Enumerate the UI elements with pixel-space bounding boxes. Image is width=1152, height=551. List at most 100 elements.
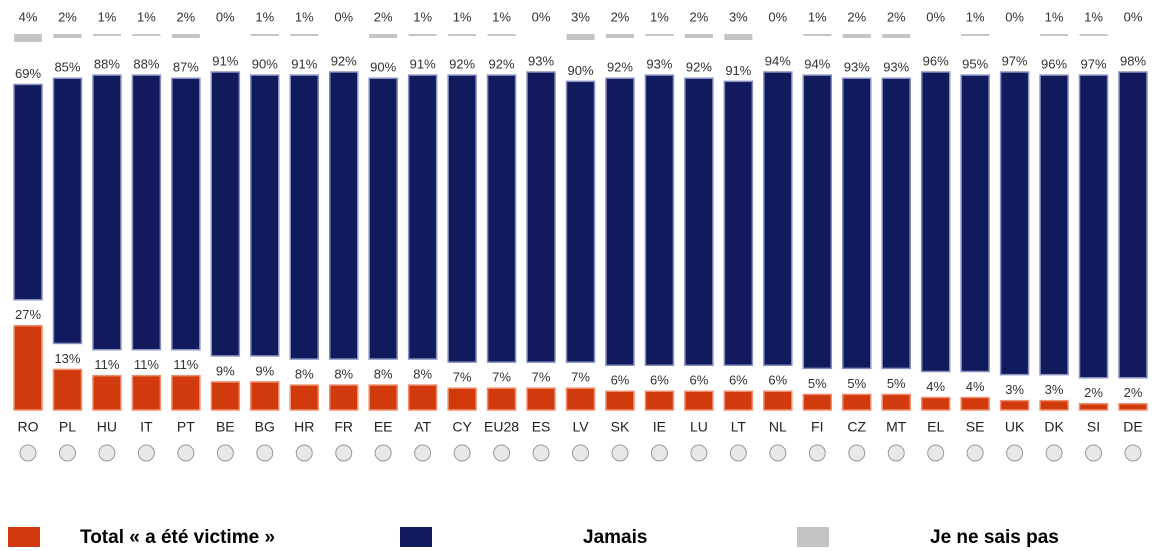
flag-icon (966, 444, 984, 462)
legend-swatch (400, 527, 432, 547)
x-tick-label: DE (1123, 419, 1142, 435)
flag-icon (295, 444, 313, 462)
value-label: 1% (808, 9, 827, 24)
value-label: 13% (54, 351, 80, 366)
flag-icon (19, 444, 37, 462)
value-label: 92% (331, 53, 357, 68)
value-label: 6% (768, 373, 787, 388)
flag-icon (769, 444, 787, 462)
flag-icon (335, 444, 353, 462)
bar (250, 381, 280, 411)
bar (171, 374, 201, 411)
bar (408, 34, 437, 36)
value-label: 97% (1081, 57, 1107, 72)
x-tick-label: AT (414, 419, 431, 435)
value-label: 0% (334, 9, 353, 24)
value-label: 9% (216, 363, 235, 378)
value-label: 0% (532, 9, 551, 24)
bar (369, 34, 398, 38)
bar (328, 384, 359, 411)
flag-icon (650, 444, 668, 462)
value-label: 8% (334, 366, 353, 381)
bar (920, 71, 951, 373)
x-tick-label: LT (731, 419, 747, 435)
value-label: 7% (453, 370, 472, 385)
flag-icon (98, 444, 116, 462)
value-label: 6% (729, 373, 748, 388)
x-tick-label: PL (59, 419, 76, 435)
bar (210, 71, 241, 357)
bar (526, 71, 556, 363)
value-label: 1% (966, 9, 985, 24)
value-label: 7% (571, 370, 590, 385)
value-label: 8% (413, 366, 432, 381)
flag-icon (927, 444, 945, 462)
bar (289, 74, 319, 360)
value-label: 8% (295, 366, 314, 381)
value-label: 93% (883, 60, 909, 75)
bar (723, 390, 754, 411)
flag-icon (137, 444, 155, 462)
value-label: 2% (689, 9, 708, 24)
value-label: 92% (607, 60, 633, 75)
value-label: 11% (94, 357, 119, 372)
x-tick-label: NL (769, 419, 787, 435)
bar (171, 34, 200, 38)
value-label: 91% (725, 63, 751, 78)
legend-swatch (797, 527, 829, 547)
bar (842, 393, 872, 411)
bar (131, 74, 162, 351)
bar (920, 396, 951, 411)
bar (210, 381, 241, 411)
x-tick-label: RO (18, 419, 39, 435)
legend-swatch (8, 527, 40, 547)
value-label: 5% (847, 376, 866, 391)
x-tick-label: HR (294, 419, 314, 435)
value-label: 91% (212, 53, 238, 68)
bar (684, 390, 714, 411)
bar (999, 399, 1030, 411)
value-label: 1% (255, 9, 274, 24)
value-label: 2% (847, 9, 866, 24)
bar (802, 74, 833, 370)
value-label: 90% (252, 57, 278, 72)
bar (290, 34, 319, 36)
bar (605, 77, 635, 367)
value-label: 0% (216, 9, 235, 24)
flag-icon (848, 444, 866, 462)
value-label: 5% (808, 376, 827, 391)
value-label: 1% (492, 9, 511, 24)
bar (1039, 74, 1069, 376)
value-label: 85% (54, 60, 80, 75)
x-tick-label: BG (255, 419, 275, 435)
bar (1118, 403, 1148, 411)
x-tick-label: EE (374, 419, 393, 435)
bar (53, 34, 82, 38)
value-label: 2% (1124, 385, 1143, 400)
flag-icon (887, 444, 905, 462)
bar (132, 34, 161, 36)
value-label: 5% (887, 376, 906, 391)
x-tick-label: ES (532, 419, 551, 435)
value-label: 94% (804, 57, 830, 72)
value-label: 88% (94, 57, 120, 72)
bar (1040, 34, 1069, 36)
value-label: 27% (15, 307, 41, 322)
value-label: 1% (295, 9, 314, 24)
value-label: 91% (291, 57, 317, 72)
value-label: 90% (370, 60, 396, 75)
bar (92, 374, 122, 411)
legend-label: Total « a été victime » (80, 527, 275, 548)
bar (644, 390, 675, 411)
value-label: 2% (58, 9, 77, 24)
bar (250, 34, 279, 36)
bar (92, 74, 122, 351)
value-label: 97% (1002, 53, 1028, 68)
bar (407, 74, 438, 360)
value-label: 2% (611, 9, 630, 24)
bar (605, 34, 634, 38)
value-label: 7% (492, 370, 511, 385)
flag-icon (58, 444, 76, 462)
bar (960, 74, 990, 373)
bar (565, 387, 596, 411)
